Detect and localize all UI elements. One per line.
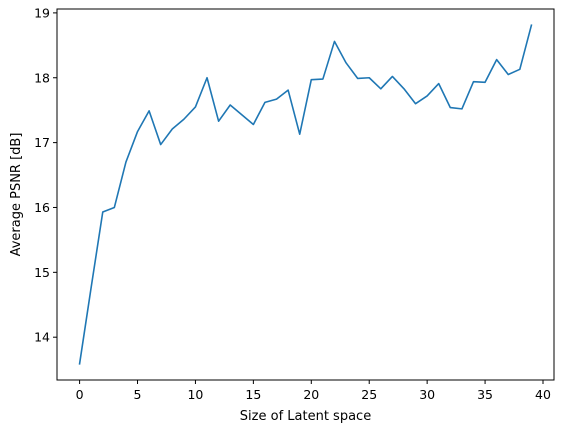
y-axis-label: Average PSNR [dB] [9, 133, 24, 257]
y-axis-ticks: 14 15 16 17 18 19 [34, 5, 57, 345]
y-tick-label: 18 [34, 70, 50, 85]
y-tick-label: 19 [34, 5, 50, 20]
x-tick-label: 30 [419, 387, 435, 402]
x-tick-label: 20 [303, 387, 319, 402]
series-line [78, 24, 533, 365]
x-tick-label: 0 [76, 387, 84, 402]
x-axis-ticks: 0 5 10 15 20 25 30 35 40 [76, 380, 551, 402]
x-tick-label: 5 [134, 387, 142, 402]
y-tick-label: 17 [34, 135, 50, 150]
x-tick-label: 25 [361, 387, 377, 402]
x-tick-label: 35 [477, 387, 493, 402]
y-tick-label: 16 [34, 200, 50, 215]
y-tick-label: 14 [34, 330, 50, 345]
plot-area-frame [56, 8, 555, 381]
x-tick-label: 15 [245, 387, 261, 402]
x-tick-label: 10 [187, 387, 203, 402]
x-tick-label: 40 [535, 387, 551, 402]
y-tick-label: 15 [34, 265, 50, 280]
x-axis-label: Size of Latent space [240, 409, 371, 424]
